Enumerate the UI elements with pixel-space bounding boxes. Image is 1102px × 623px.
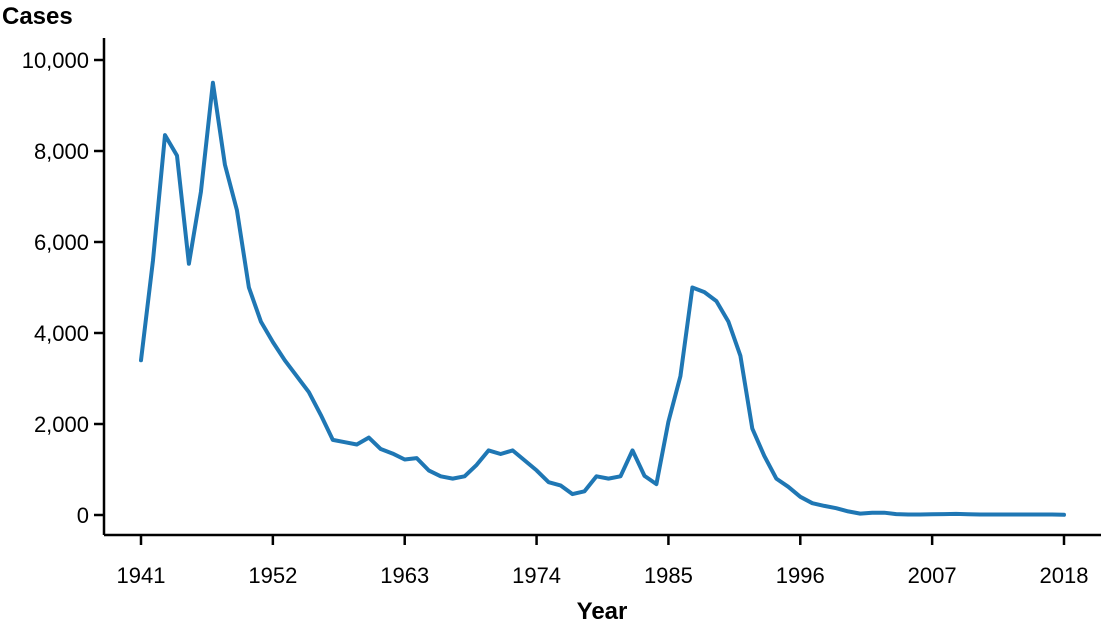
- x-tick-label: 1963: [380, 563, 429, 588]
- y-tick-label: 10,000: [22, 48, 89, 73]
- x-axis-ticks: 1941 1952 1963 1974 1985 1996 2007 2018: [117, 535, 1089, 588]
- y-axis-ticks: 0 2,000 4,000 6,000 8,000 10,000: [22, 48, 104, 528]
- x-axis-title: Year: [577, 598, 628, 623]
- x-tick-label: 1985: [644, 563, 693, 588]
- x-tick-label: 1974: [512, 563, 561, 588]
- y-tick-label: 4,000: [34, 321, 89, 346]
- y-tick-label: 6,000: [34, 230, 89, 255]
- y-tick-label: 8,000: [34, 139, 89, 164]
- x-tick-label: 1952: [248, 563, 297, 588]
- y-tick-label: 0: [77, 503, 89, 528]
- x-tick-label: 2018: [1040, 563, 1089, 588]
- y-axis-title: Cases: [2, 3, 73, 30]
- x-tick-label: 1941: [117, 563, 166, 588]
- x-tick-label: 2007: [908, 563, 957, 588]
- x-tick-label: 1996: [776, 563, 825, 588]
- cases-series-line: [139, 80, 1066, 517]
- y-tick-label: 2,000: [34, 412, 89, 437]
